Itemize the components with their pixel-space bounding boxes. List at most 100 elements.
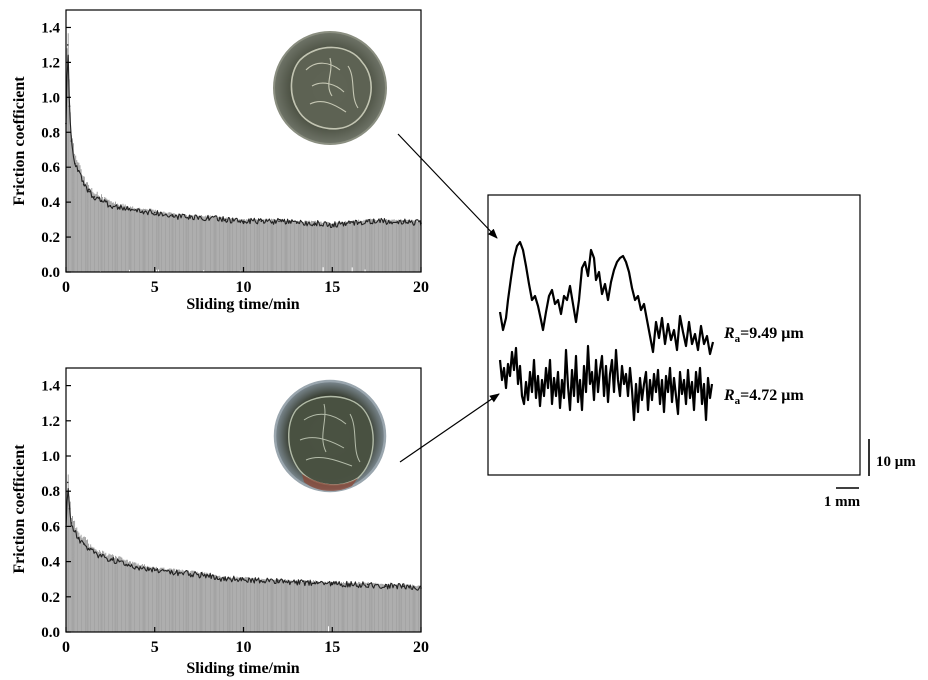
chart-bottom-point <box>402 585 405 588</box>
chart-bottom-point <box>260 580 263 582</box>
chart-top-point <box>118 206 121 209</box>
chart-top-point <box>66 44 69 46</box>
chart-top-point <box>366 220 369 223</box>
chart-top-point <box>93 196 96 198</box>
chart-top-point <box>349 222 351 224</box>
ra-value-top: =9.49 μm <box>740 325 804 342</box>
chart-bottom-point <box>127 564 129 566</box>
chart-bottom-xtick-label: 5 <box>151 639 159 656</box>
chart-bottom-ytick-label: 0.6 <box>41 519 60 535</box>
chart-top-ytick-label: 1.4 <box>41 20 60 36</box>
chart-top-point <box>136 210 138 212</box>
chart-top-point <box>295 222 298 224</box>
chart-top-xtick-label: 10 <box>236 279 252 296</box>
chart-top-point <box>331 224 334 226</box>
chart-top-point <box>127 208 129 210</box>
chart-bottom-point <box>366 583 369 586</box>
chart-bottom-point <box>118 560 121 563</box>
chart-top-point <box>88 190 90 193</box>
chart-top-ytick-label: 1.0 <box>41 90 60 106</box>
horizontal-scale-label: 1 mm <box>824 494 861 510</box>
chart-top-point <box>242 220 245 223</box>
chart-top-point <box>153 211 156 214</box>
chart-bottom-oscillation-band <box>65 474 422 632</box>
ra-value-bottom: =4.72 μm <box>740 387 804 404</box>
ra-label-bottom: Ra=4.72 μm <box>723 387 804 407</box>
chart-top-xtick-label: 0 <box>62 279 70 296</box>
chart-top-point <box>278 220 280 223</box>
chart-top-point <box>74 162 76 165</box>
chart-top-series-line <box>65 54 422 228</box>
surface-profile-panel: Ra=9.49 μm Ra=4.72 μm 10 μm 1 mm <box>487 194 916 510</box>
chart-bottom-point <box>295 581 298 584</box>
chart-top-point <box>384 220 387 223</box>
chart-bottom-point <box>242 578 245 580</box>
chart-top-point <box>82 183 85 186</box>
chart-bottom-xtick-label: 0 <box>62 639 70 656</box>
chart-bottom-ytick-label: 0.8 <box>41 484 60 500</box>
chart-bottom-point <box>136 566 138 568</box>
chart-top-point <box>70 140 73 142</box>
chart-bottom-point <box>82 543 85 545</box>
profile-trace-top <box>498 240 715 356</box>
chart-bottom-point <box>331 583 334 586</box>
chart-top-point <box>109 204 112 207</box>
arrow-top <box>397 133 498 239</box>
chart-top-xtick-label: 5 <box>151 279 159 296</box>
chart-top-ytick-label: 0.2 <box>41 230 60 246</box>
chart-bottom-point <box>153 569 156 572</box>
chart-top-xlabel: Sliding time/min <box>186 296 299 313</box>
chart-top-point <box>171 215 174 217</box>
chart-bottom-point <box>349 583 351 586</box>
chart-top-ytick-label: 0.6 <box>41 160 60 176</box>
vertical-scale-label: 10 μm <box>876 454 916 470</box>
chart-top-ytick-label: 0.8 <box>41 125 60 141</box>
chart-top-point <box>313 222 316 224</box>
chart-bottom-point <box>224 578 227 580</box>
profile-trace-bottom <box>498 344 714 422</box>
chart-bottom-ytick-label: 0.0 <box>41 625 60 641</box>
chart-bottom-ytick-label: 0.2 <box>41 590 60 606</box>
chart-bottom-data-layer <box>65 474 422 632</box>
chart-bottom-point <box>70 522 73 524</box>
chart-top-point <box>189 217 192 219</box>
chart-bottom-ytick-label: 1.2 <box>41 414 60 430</box>
chart-top-point <box>68 105 71 107</box>
chart-bottom-ticks: 0 5 10 15 20 0.0 0.2 0.4 0.6 0.8 1.0 1.2 1.4 <box>41 379 429 656</box>
chart-bottom-ytick-label: 1.0 <box>41 449 60 465</box>
chart-bottom-point <box>88 548 90 551</box>
chart-bottom-point <box>313 581 316 584</box>
chart-bottom-ytick-label: 1.4 <box>41 379 60 395</box>
chart-bottom-xtick-label: 15 <box>324 639 340 656</box>
ra-sub-bottom: a <box>735 395 741 407</box>
chart-bottom-point <box>109 559 112 561</box>
chart-top-ytick-label: 0.4 <box>41 195 60 211</box>
chart-bottom-point <box>68 508 71 510</box>
chart-bottom-point <box>189 573 192 575</box>
wear-scar-photo-top <box>273 31 387 145</box>
arrow-bottom <box>399 393 500 463</box>
chart-bottom-ytick-label: 0.4 <box>41 555 60 571</box>
chart-top-xtick-label: 15 <box>324 279 340 296</box>
chart-top-ylabel: Friction coefficient <box>11 76 28 206</box>
chart-bottom-xtick-label: 10 <box>236 639 252 656</box>
ra-label-top: Ra=9.49 μm <box>723 325 804 345</box>
chart-bottom-point <box>66 481 69 484</box>
chart-bottom-point <box>278 580 280 582</box>
chart-bottom-point <box>100 555 103 558</box>
wear-scar-photo-bottom <box>273 379 387 493</box>
chart-top-ytick-label: 0.0 <box>41 265 60 281</box>
chart-top-point <box>224 218 227 221</box>
chart-top: 0 5 10 15 20 0.0 0.2 0.4 0.6 0.8 1.0 1.2 1.4 Sliding… <box>11 9 429 313</box>
chart-top-point <box>402 220 405 223</box>
chart-bottom-series-line <box>65 487 422 591</box>
chart-bottom-xlabel: Sliding time/min <box>186 660 299 677</box>
chart-top-data-layer <box>65 33 422 272</box>
chart-bottom-point <box>74 530 76 533</box>
ra-symbol-top: R <box>723 325 735 342</box>
chart-bottom-point <box>207 574 209 577</box>
ra-symbol-bottom: R <box>723 387 735 404</box>
chart-bottom-point <box>171 571 174 573</box>
chart-top-point <box>100 199 103 202</box>
